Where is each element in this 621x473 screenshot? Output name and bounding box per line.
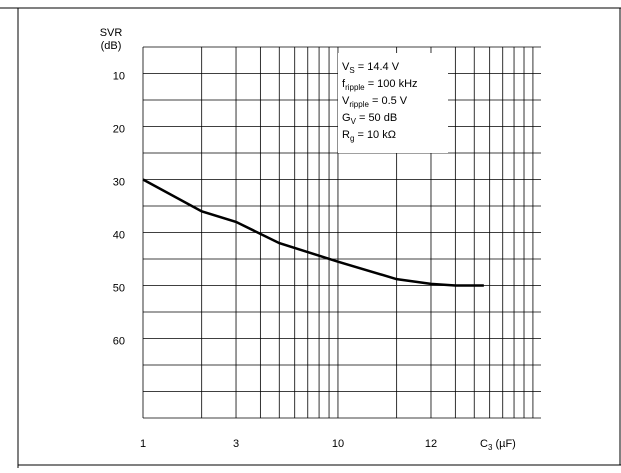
y-tick-label: 60 — [113, 336, 125, 348]
annotation: Rg = 10 kΩ — [342, 129, 396, 143]
annotation-rest: = 100 kHz — [365, 78, 418, 90]
annotation-rest: = 10 kΩ — [354, 129, 396, 141]
annotation: VS = 14.4 V — [342, 61, 400, 75]
data-line — [142, 178, 484, 287]
annotation-sub: V — [351, 117, 357, 126]
y-axis-label: (dB) — [101, 40, 122, 52]
y-tick-label: 40 — [113, 230, 125, 242]
annotation-main: f — [342, 78, 346, 90]
annotation-main: V — [342, 61, 350, 73]
x-tick-label: 3 — [233, 438, 239, 450]
annotation: Vripple = 0.5 V — [342, 95, 408, 109]
x-tick-label: 10 — [332, 438, 344, 450]
annotation: GV = 50 dB — [342, 112, 397, 126]
y-tick-label: 20 — [113, 124, 125, 136]
x-tick-label: 12 — [425, 438, 437, 450]
x-axis-label-main: C — [480, 438, 488, 450]
annotation-box — [338, 53, 448, 153]
x-tick-label: 1 — [140, 438, 146, 450]
annotation-main: V — [342, 95, 350, 107]
annotation-rest: = 14.4 V — [355, 61, 400, 73]
x-axis-label: C3 (µF) — [480, 438, 516, 452]
annotation-sub: ripple — [345, 83, 365, 92]
annotation-main: G — [342, 112, 351, 124]
annotation-rest: = 0.5 V — [369, 95, 408, 107]
y-tick-label: 10 — [113, 71, 125, 83]
annotation: fripple = 100 kHz — [342, 78, 418, 92]
annotation-rest: = 50 dB — [356, 112, 397, 124]
annotation-sub: S — [349, 66, 354, 75]
y-tick-label: 50 — [113, 283, 125, 295]
annotation-sub: g — [350, 134, 354, 143]
x-axis-label-rest: (µF) — [492, 438, 515, 450]
annotation-main: R — [342, 129, 350, 141]
y-axis-label: SVR — [100, 27, 123, 39]
annotation-sub: ripple — [349, 100, 369, 109]
y-tick-label: 30 — [113, 177, 125, 189]
x-axis-label-sub: 3 — [488, 443, 493, 452]
